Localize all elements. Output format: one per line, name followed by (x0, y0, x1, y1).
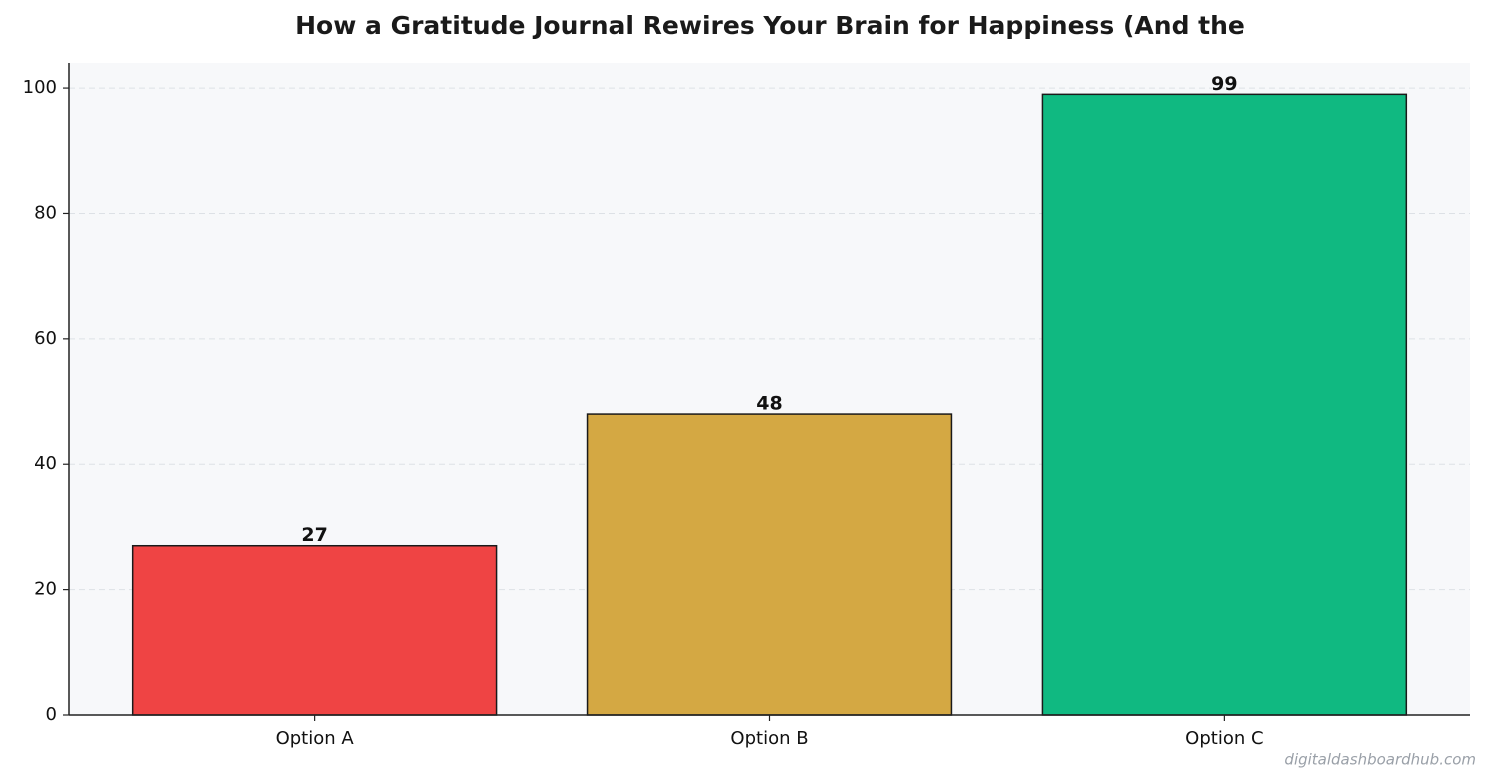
y-tick-label: 60 (34, 328, 57, 349)
y-tick-label: 80 (34, 202, 57, 223)
chart-title: How a Gratitude Journal Rewires Your Bra… (295, 11, 1245, 40)
y-tick-label: 0 (46, 704, 57, 725)
bar (1041, 93, 1408, 716)
value-label: 48 (756, 393, 782, 415)
watermark: digitaldashboardhub.com (1284, 751, 1476, 769)
bar (131, 544, 498, 716)
x-tick-label: Option B (730, 728, 808, 749)
value-label: 99 (1211, 73, 1237, 95)
x-tick-label: Option C (1185, 728, 1263, 749)
y-tick-label: 100 (23, 77, 57, 98)
value-label: 27 (301, 524, 327, 546)
y-tick-label: 20 (34, 579, 57, 600)
bar (586, 413, 953, 716)
y-tick-label: 40 (34, 453, 57, 474)
x-tick-label: Option A (276, 728, 355, 749)
